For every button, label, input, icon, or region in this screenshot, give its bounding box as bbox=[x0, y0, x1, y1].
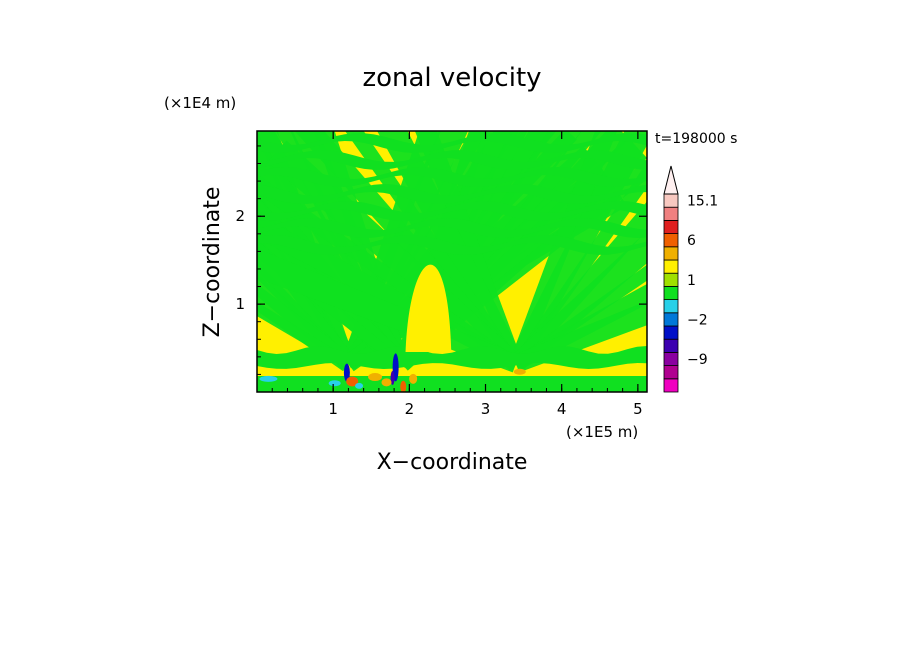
colorbar-segment bbox=[663, 193, 679, 208]
colorbar-segment bbox=[663, 338, 679, 353]
colorbar-segment bbox=[663, 233, 679, 248]
velocity-patch bbox=[346, 376, 359, 387]
y-axis-label: Z−coordinate bbox=[200, 187, 225, 338]
colorbar-segment bbox=[663, 219, 679, 234]
velocity-patch bbox=[381, 378, 392, 387]
x-axis-ticks: 1 2 3 4 5 bbox=[271, 131, 643, 418]
colorbar-tick-label: −9 bbox=[687, 352, 708, 368]
horizontal-band bbox=[257, 201, 647, 221]
colorbar-tick-label: 1 bbox=[687, 273, 696, 289]
plot-frame bbox=[256, 130, 648, 393]
x-tick-label: 2 bbox=[405, 400, 415, 418]
colorbar-tick-label: −2 bbox=[687, 312, 708, 328]
x-tick-label: 5 bbox=[633, 400, 643, 418]
colorbar-segment bbox=[663, 299, 679, 314]
colorbar-segment bbox=[663, 325, 679, 340]
heatmap-surface-patches bbox=[259, 353, 526, 392]
colorbar-segment bbox=[663, 246, 679, 261]
x-tick-label: 1 bbox=[328, 400, 338, 418]
colorbar-segment bbox=[663, 259, 679, 274]
horizontal-band bbox=[257, 133, 647, 153]
horizontal-band bbox=[257, 184, 647, 204]
colorbar-tick-label: 15.1 bbox=[687, 194, 718, 210]
x-tick-label: 3 bbox=[481, 400, 491, 418]
velocity-patch bbox=[343, 363, 350, 382]
wave-band bbox=[257, 248, 520, 373]
colorbar-segment bbox=[663, 365, 679, 380]
x-unit-label: (×1E5 m) bbox=[566, 423, 638, 441]
horizontal-band bbox=[257, 150, 647, 170]
colorbar-segment bbox=[663, 285, 679, 300]
colorbar-extend-arrow bbox=[663, 165, 679, 195]
colorbar-tick-label: 6 bbox=[687, 233, 696, 249]
velocity-patch bbox=[409, 373, 418, 384]
heatmap-area bbox=[257, 131, 647, 392]
surface-band bbox=[257, 346, 647, 369]
time-label: t=198000 s bbox=[655, 131, 737, 147]
velocity-patch bbox=[328, 380, 341, 387]
colorbar-segment bbox=[663, 312, 679, 327]
horizontal-band bbox=[257, 235, 647, 255]
colorbar: 15.1 6 1 −2 −9 bbox=[663, 165, 718, 393]
velocity-patch bbox=[368, 373, 383, 382]
wave-band bbox=[510, 231, 647, 371]
x-axis-label: X−coordinate bbox=[377, 450, 528, 475]
chart-title: zonal velocity bbox=[362, 63, 541, 93]
velocity-patch bbox=[400, 380, 407, 392]
velocity-patch bbox=[390, 370, 395, 385]
x-tick-label: 4 bbox=[557, 400, 567, 418]
y-unit-label: (×1E4 m) bbox=[164, 94, 236, 112]
yellow-column bbox=[405, 264, 452, 352]
velocity-patch bbox=[355, 382, 364, 389]
velocity-patch bbox=[259, 375, 278, 382]
wave-band bbox=[511, 162, 647, 367]
y-axis-ticks: 12 bbox=[235, 145, 647, 375]
colorbar-segment bbox=[663, 378, 679, 393]
y-tick-label: 2 bbox=[235, 207, 245, 225]
velocity-patch bbox=[513, 368, 526, 375]
y-tick-label: 1 bbox=[235, 295, 245, 313]
horizontal-band bbox=[257, 218, 647, 238]
colorbar-segment bbox=[663, 272, 679, 287]
colorbar-segment bbox=[663, 206, 679, 221]
horizontal-band bbox=[257, 167, 647, 187]
colorbar-segment bbox=[663, 351, 679, 366]
heatmap-bands bbox=[257, 131, 647, 392]
surface-layer bbox=[257, 376, 647, 392]
